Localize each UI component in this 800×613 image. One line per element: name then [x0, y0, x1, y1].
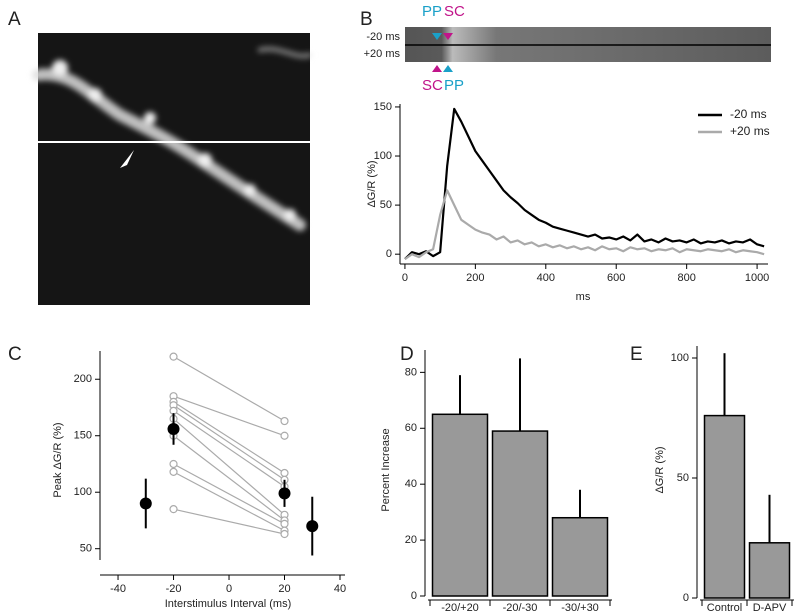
pair-point — [280, 519, 289, 528]
pair-line — [173, 418, 285, 516]
y-tick-label: 0 — [411, 590, 417, 602]
linescan — [405, 27, 771, 72]
y-tick-label: 50 — [677, 472, 689, 484]
y-tick-label: 80 — [405, 366, 417, 378]
x-tick-label: 0 — [226, 583, 232, 595]
linescan-row-label: +20 ms — [364, 48, 401, 60]
x-tick-label: -20 — [166, 583, 182, 595]
bar — [748, 542, 791, 599]
panel-label: D — [400, 344, 414, 365]
mean-point — [139, 497, 152, 510]
y-tick-label: 200 — [74, 373, 92, 385]
pair-point — [280, 529, 289, 539]
x-tick-label: 600 — [607, 272, 625, 284]
pair-line — [173, 404, 285, 481]
pair-line — [173, 356, 285, 422]
x-tick-label: -20/-30 — [503, 602, 538, 613]
y-tick-label: 60 — [405, 422, 417, 434]
legend-label: +20 ms — [730, 124, 770, 138]
x-tick-label: 400 — [537, 272, 555, 284]
x-tick-label: D-APV — [753, 602, 787, 613]
y-tick-label: 100 — [74, 486, 92, 498]
linescan-label: SC — [444, 3, 465, 20]
panel-label: E — [630, 344, 643, 365]
mean-point — [167, 422, 180, 435]
y-tick-label: 0 — [683, 592, 689, 604]
x-tick-label: 800 — [677, 272, 695, 284]
y-tick-label: 150 — [74, 430, 92, 442]
y-axis-title: ΔG/R (%) — [654, 446, 666, 493]
pair-line — [173, 463, 285, 525]
y-tick-label: 150 — [374, 101, 392, 113]
linescan-label: SC — [422, 77, 443, 94]
x-axis-title: ms — [576, 291, 591, 303]
pair-point — [280, 468, 289, 478]
pair-point — [169, 505, 178, 514]
linescan-label: PP — [444, 77, 464, 94]
bar — [431, 413, 489, 597]
y-tick-label: 50 — [380, 199, 392, 211]
y-tick-label: 100 — [374, 150, 392, 162]
pair-point — [169, 459, 178, 469]
mean-point — [278, 487, 291, 500]
x-tick-label: -40 — [110, 583, 126, 595]
panel-label: A — [8, 9, 21, 30]
y-tick-label: 0 — [386, 248, 392, 260]
pair-line — [173, 471, 285, 532]
pair-line — [173, 395, 285, 437]
x-tick-label: 0 — [402, 272, 408, 284]
pair-line — [173, 410, 285, 488]
pair-point — [280, 416, 289, 426]
y-tick-label: 100 — [671, 352, 689, 364]
panel-label: C — [8, 344, 22, 365]
micrograph — [32, 33, 313, 305]
pair-point — [280, 431, 289, 440]
x-tick-label: 20 — [278, 583, 290, 595]
pair-line — [173, 435, 285, 521]
bar — [551, 516, 609, 597]
bar — [491, 430, 549, 597]
x-tick-label: 200 — [466, 272, 484, 284]
pair-line — [173, 401, 285, 474]
y-axis-title: ΔG/R (%) — [366, 160, 378, 207]
bar — [703, 414, 746, 599]
x-tick-label: 40 — [334, 583, 346, 595]
mean-point — [306, 520, 319, 533]
pair-line — [173, 508, 285, 535]
y-tick-label: 40 — [405, 478, 417, 490]
x-tick-label: Control — [707, 602, 742, 613]
x-tick-label: 1000 — [745, 272, 769, 284]
pair-point — [169, 352, 178, 361]
panel-label: B — [360, 9, 373, 30]
x-axis-title: Interstimulus Interval (ms) — [165, 598, 292, 610]
y-tick-label: 50 — [80, 543, 92, 555]
pair-point — [169, 467, 178, 476]
linescan-row-label: -20 ms — [366, 31, 400, 43]
x-tick-label: -20/+20 — [441, 602, 479, 613]
data-line — [404, 189, 765, 260]
data-line — [404, 107, 765, 260]
y-tick-label: 20 — [405, 534, 417, 546]
linescan-label: PP — [422, 3, 442, 20]
x-tick-label: -30/+30 — [561, 602, 599, 613]
y-axis-title: Peak ΔG/R (%) — [52, 422, 64, 497]
y-axis-title: Percent Increase — [380, 428, 392, 511]
legend-label: -20 ms — [730, 107, 767, 121]
